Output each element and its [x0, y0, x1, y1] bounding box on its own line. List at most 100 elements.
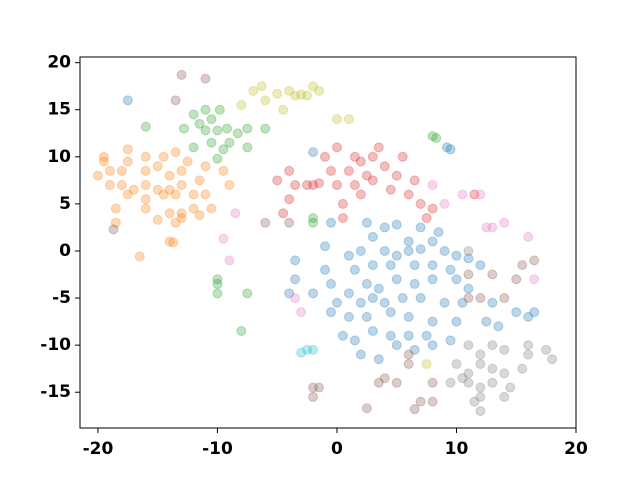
point	[391, 340, 402, 351]
point	[134, 251, 145, 262]
point	[403, 311, 414, 322]
point	[433, 227, 444, 238]
point	[523, 349, 534, 360]
y-tick-label: -15	[40, 382, 71, 402]
point	[308, 180, 319, 191]
point	[499, 391, 510, 402]
point	[463, 283, 474, 294]
point	[122, 189, 133, 200]
point	[355, 189, 366, 200]
point	[499, 344, 510, 355]
point	[242, 123, 253, 134]
point	[427, 260, 438, 271]
point	[529, 307, 540, 318]
point	[487, 222, 498, 233]
point	[331, 297, 342, 308]
point	[212, 288, 223, 299]
point	[170, 217, 181, 228]
x-tick-label: 20	[564, 439, 588, 459]
point	[314, 382, 325, 393]
point	[206, 203, 217, 214]
point	[415, 222, 426, 233]
point	[248, 85, 259, 96]
point	[355, 245, 366, 256]
point	[463, 340, 474, 351]
point	[427, 316, 438, 327]
point	[98, 151, 109, 162]
point	[284, 85, 295, 96]
point	[308, 217, 319, 228]
point	[320, 264, 331, 275]
x-tick-label: -20	[83, 439, 114, 459]
point	[331, 114, 342, 125]
point	[499, 293, 510, 304]
point	[302, 90, 313, 101]
point	[397, 293, 408, 304]
point	[140, 151, 151, 162]
y-tick-label: 5	[59, 194, 71, 214]
point	[158, 189, 169, 200]
point	[367, 293, 378, 304]
point	[320, 241, 331, 252]
point	[355, 156, 366, 167]
point	[164, 208, 175, 219]
point	[104, 165, 115, 176]
point	[230, 208, 241, 219]
point	[409, 344, 420, 355]
point	[441, 142, 452, 153]
point	[409, 175, 420, 186]
point	[451, 274, 462, 285]
point	[284, 194, 295, 205]
point	[168, 237, 179, 248]
point	[206, 137, 217, 148]
point	[200, 189, 211, 200]
point	[308, 288, 319, 299]
point	[427, 340, 438, 351]
point	[445, 335, 456, 346]
point	[415, 244, 426, 255]
point	[385, 260, 396, 271]
point	[475, 406, 486, 417]
point	[188, 109, 199, 120]
point	[290, 274, 301, 285]
point	[256, 81, 267, 92]
point	[308, 147, 319, 158]
point	[499, 368, 510, 379]
point	[140, 165, 151, 176]
point	[325, 165, 336, 176]
point	[361, 311, 372, 322]
point	[463, 293, 474, 304]
point	[290, 90, 301, 101]
point	[308, 344, 319, 355]
point	[463, 269, 474, 280]
point	[182, 156, 193, 167]
point	[284, 217, 295, 228]
point	[343, 165, 354, 176]
point	[343, 288, 354, 299]
point	[158, 151, 169, 162]
point	[505, 382, 516, 393]
point	[200, 161, 211, 172]
point	[272, 175, 283, 186]
point	[403, 189, 414, 200]
point	[487, 340, 498, 351]
point	[451, 316, 462, 327]
point	[373, 142, 384, 153]
point	[469, 396, 480, 407]
point	[499, 217, 510, 228]
point	[325, 217, 336, 228]
point	[110, 203, 121, 214]
point	[463, 245, 474, 256]
point	[128, 184, 139, 195]
point	[122, 95, 133, 106]
point	[152, 161, 163, 172]
point	[391, 170, 402, 181]
point	[176, 69, 187, 80]
point	[212, 153, 223, 164]
point	[457, 189, 468, 200]
point	[200, 73, 211, 84]
point	[367, 231, 378, 242]
point	[517, 260, 528, 271]
point	[170, 189, 181, 200]
